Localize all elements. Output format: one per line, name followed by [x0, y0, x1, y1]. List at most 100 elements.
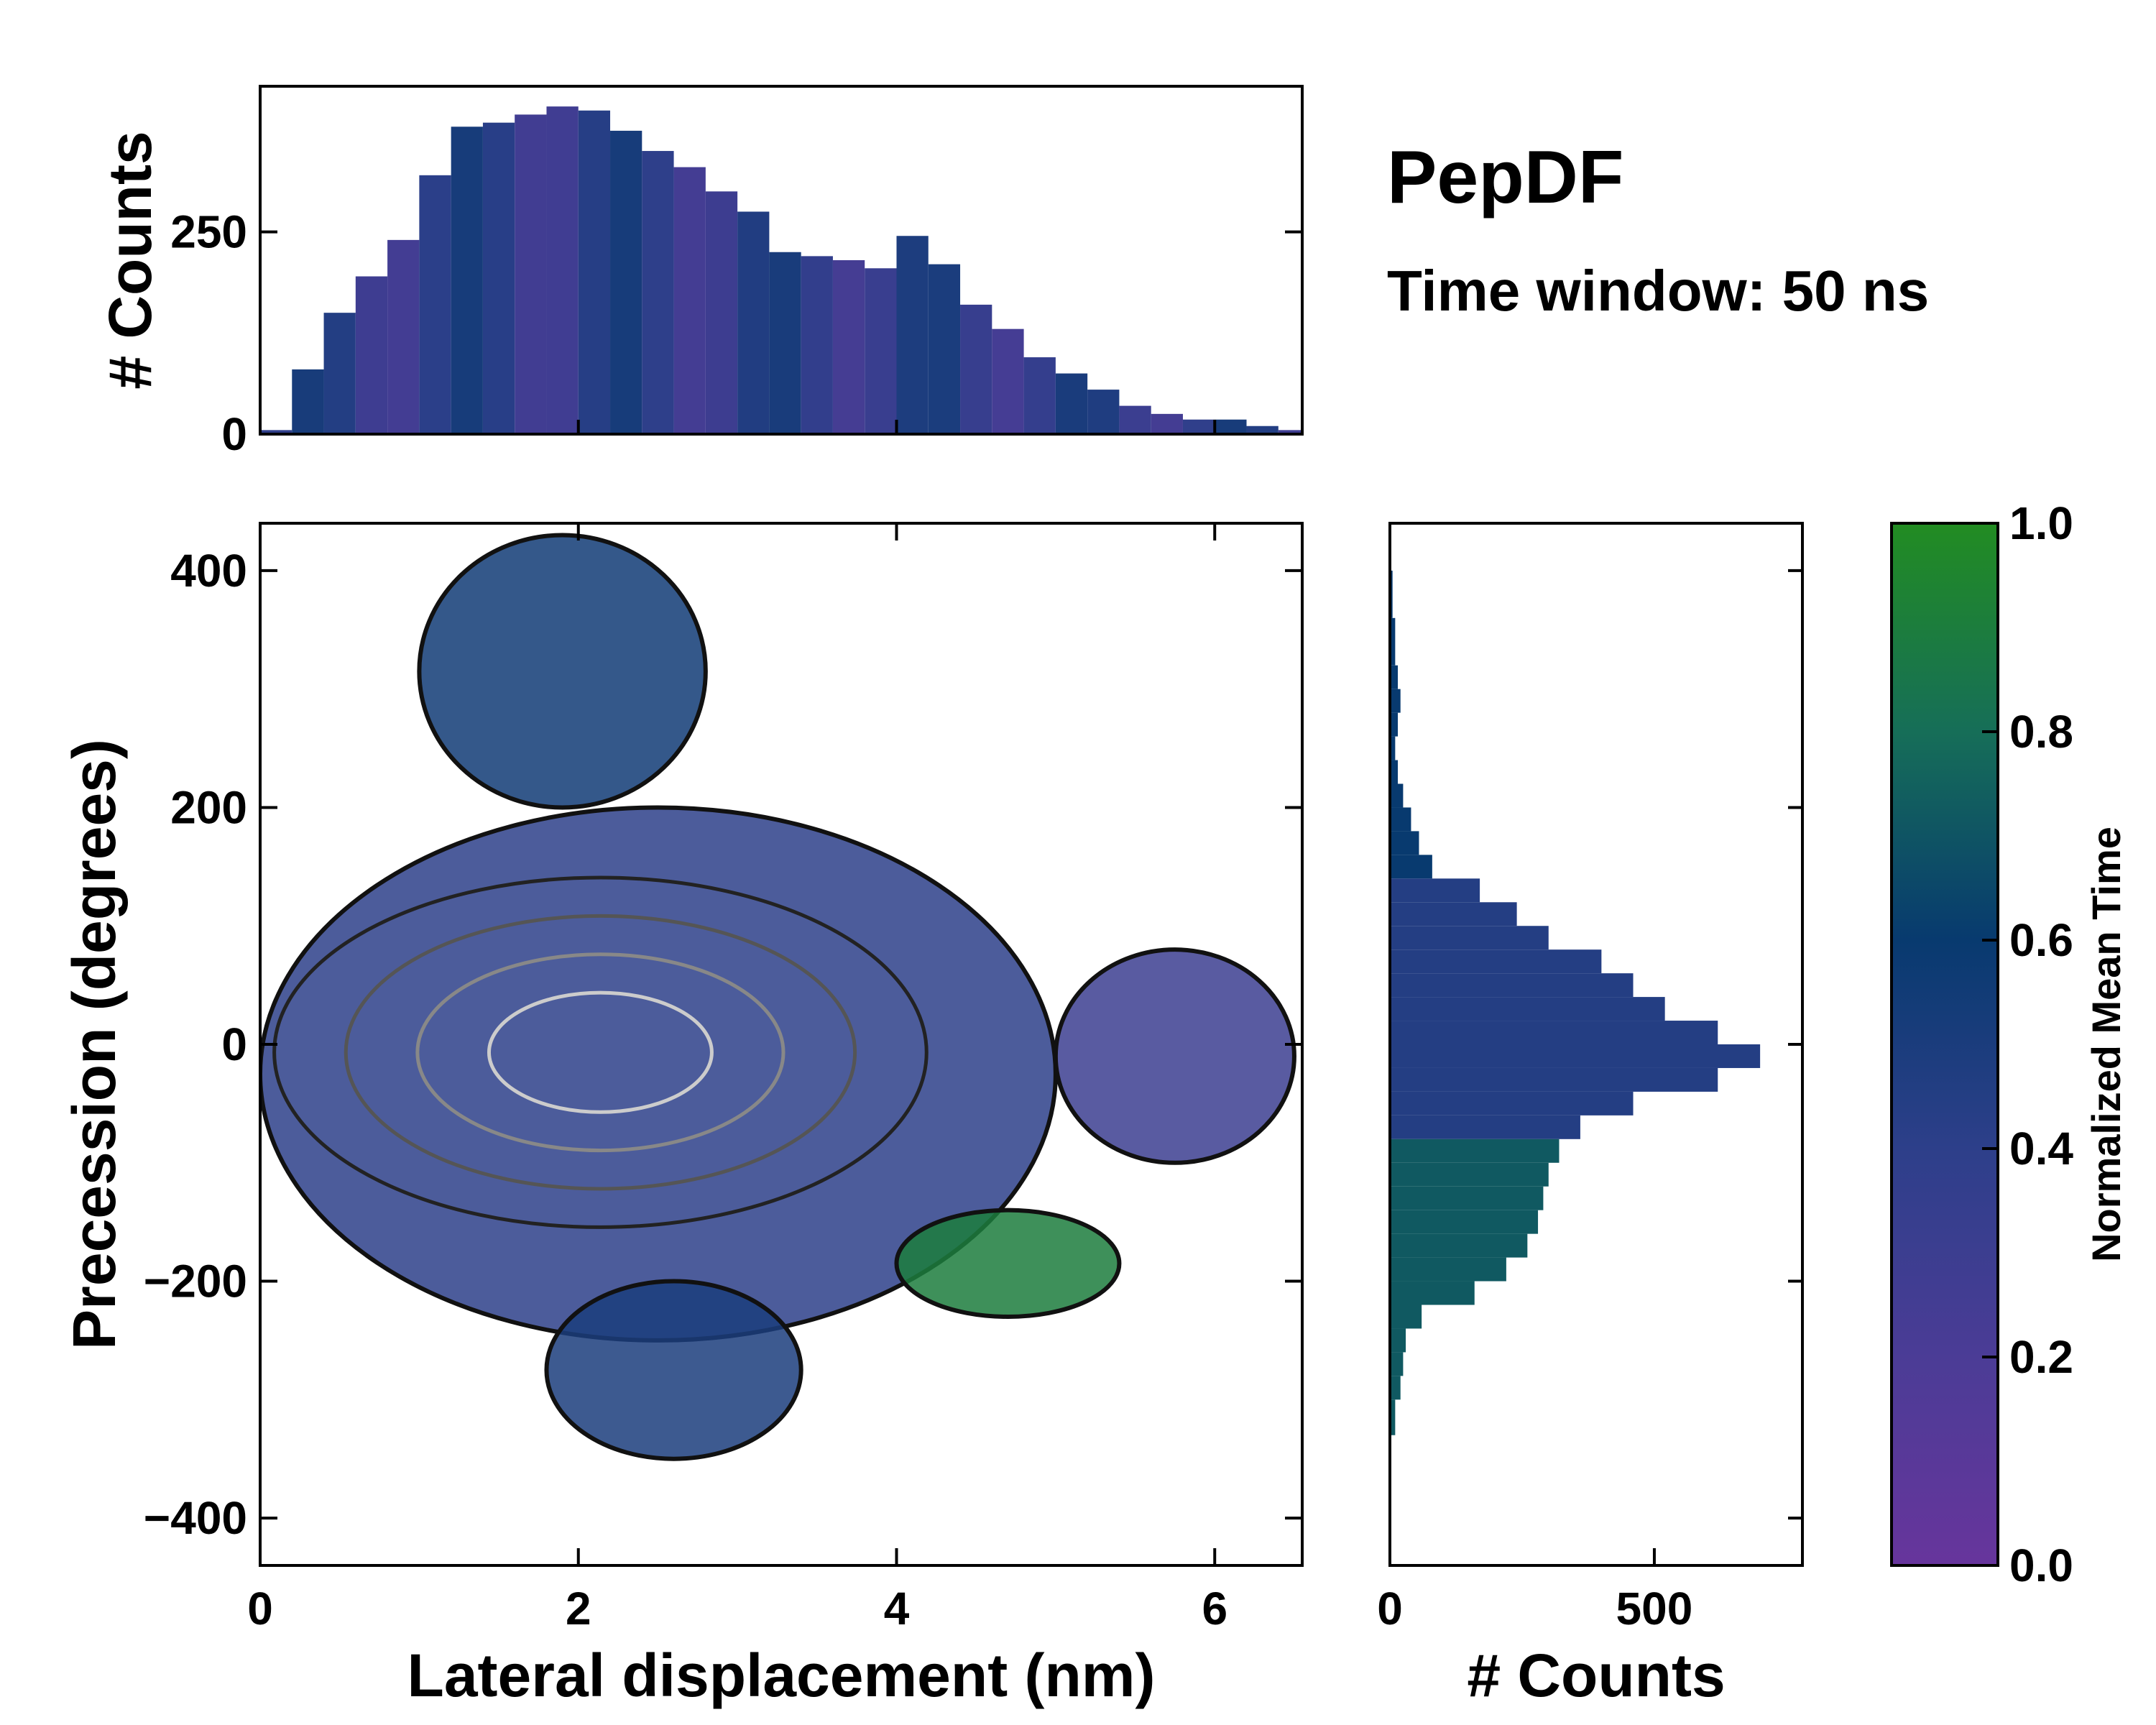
main-xtick-label: 6 — [1202, 1583, 1227, 1634]
top-histogram-bar — [610, 130, 642, 434]
top-histogram-bar — [801, 256, 833, 434]
right-histogram-bar — [1390, 665, 1399, 689]
top-histogram-bar — [673, 167, 706, 434]
right-histogram-bar — [1390, 1376, 1401, 1400]
top-ytick-label: 0 — [221, 408, 247, 460]
top-histogram-bar — [992, 328, 1024, 434]
top-histogram-panel: 0 250 # Counts — [96, 85, 1304, 460]
top-histogram-bar — [928, 264, 961, 434]
top-histogram-bars — [260, 106, 1302, 435]
heatmap-region-lower-right-green — [894, 1208, 1122, 1319]
top-histogram-bar — [1023, 357, 1056, 434]
heatmap-region-lower-lobe — [544, 1279, 803, 1461]
colorbar-tick-label: 0.8 — [2009, 706, 2073, 758]
main-ytick-label: 0 — [221, 1018, 247, 1070]
right-histogram-bar — [1390, 1210, 1539, 1234]
main-panel: 0 2 4 6 400 200 0 −200 −400 Lateral displacement… — [60, 522, 1304, 1709]
colorbar-tick-label: 0.4 — [2009, 1123, 2073, 1174]
heatmap-region-upper-lobe — [417, 533, 708, 810]
right-histogram-bars — [1390, 570, 1761, 1435]
top-histogram-ylabel: # Counts — [96, 131, 164, 389]
right-histogram-bar — [1390, 617, 1396, 666]
top-histogram-bar — [1087, 390, 1120, 434]
contour-line — [487, 990, 714, 1114]
top-histogram-bar — [355, 276, 388, 434]
colorbar-frame — [1890, 522, 1999, 1567]
right-histogram-bar — [1390, 949, 1602, 974]
right-histogram-bar — [1390, 1091, 1634, 1116]
main-ytick-label: 400 — [170, 545, 247, 597]
top-histogram-bar — [769, 252, 801, 434]
top-histogram-bar — [419, 175, 451, 434]
colorbar-panel: 0.0 0.2 0.4 0.6 0.8 1.0 Normalized Mean Time — [1890, 497, 2129, 1591]
main-xlabel: Lateral displacement (nm) — [407, 1642, 1156, 1709]
top-histogram-bar — [1151, 413, 1183, 434]
right-histogram-bar — [1390, 973, 1634, 998]
top-histogram-bar — [960, 304, 992, 434]
top-histogram-bar — [642, 151, 674, 434]
right-histogram-xlabel: # Counts — [1467, 1642, 1725, 1709]
figure-title: PepDF — [1387, 136, 1623, 219]
colorbar-tick-label: 1.0 — [2009, 497, 2073, 549]
top-histogram-bar — [292, 369, 324, 434]
right-histogram-panel: 0 500 # Counts — [1377, 522, 1804, 1709]
right-histogram-bar — [1390, 902, 1517, 926]
right-histogram-bar — [1390, 689, 1401, 713]
right-histogram-bar — [1390, 1044, 1761, 1068]
right-histogram-bar — [1390, 1162, 1549, 1187]
top-histogram-bar — [260, 430, 292, 434]
top-histogram-frame — [259, 85, 1304, 436]
right-histogram-bar — [1390, 1138, 1560, 1163]
right-histogram-bar — [1390, 1399, 1396, 1435]
right-xtick-label: 500 — [1616, 1583, 1693, 1634]
top-histogram-bar — [1278, 430, 1302, 434]
top-histogram-bar — [482, 122, 515, 434]
top-histogram-bar — [578, 110, 611, 434]
main-xtick-label: 2 — [566, 1583, 591, 1634]
colorbar-tick-label: 0.2 — [2009, 1331, 2073, 1383]
right-histogram-bar — [1390, 878, 1480, 903]
top-histogram-bar — [737, 211, 770, 434]
contour-line — [415, 952, 786, 1153]
main-xtick-label: 4 — [884, 1583, 910, 1634]
main-ylabel: Precession (degrees) — [60, 739, 128, 1350]
top-histogram-bar — [451, 126, 483, 435]
top-ytick-label: 250 — [170, 206, 247, 258]
right-histogram-bar — [1390, 807, 1411, 832]
top-histogram-bar — [1246, 426, 1279, 434]
main-ticks: 0 2 4 6 400 200 0 −200 −400 — [144, 523, 1302, 1634]
main-ytick-label: 200 — [170, 781, 247, 833]
top-histogram-bar — [1215, 419, 1247, 434]
top-histogram-bar — [896, 236, 929, 434]
right-histogram-bar — [1390, 1067, 1718, 1092]
top-histogram-bar — [865, 268, 897, 434]
right-histogram-bar — [1390, 1328, 1406, 1353]
contour-line — [344, 914, 857, 1191]
top-histogram-bar — [832, 260, 865, 434]
right-histogram-bar — [1390, 1305, 1422, 1329]
top-histogram-bar — [1182, 419, 1215, 434]
colorbar-tick-label: 0.6 — [2009, 914, 2073, 966]
top-histogram-bar — [546, 106, 579, 435]
right-histogram-bar — [1390, 1281, 1475, 1305]
top-histogram-bar — [1119, 405, 1151, 434]
right-histogram-bar — [1390, 1021, 1718, 1044]
right-histogram-bar — [1390, 783, 1404, 808]
top-histogram-bar — [323, 313, 356, 434]
colorbar-gradient — [1892, 523, 1998, 1565]
right-histogram-bar — [1390, 855, 1432, 879]
right-xtick-label: 0 — [1377, 1583, 1403, 1634]
right-histogram-bar — [1390, 1257, 1506, 1282]
right-histogram-bar — [1390, 1115, 1580, 1139]
right-histogram-bar — [1390, 997, 1665, 1021]
right-histogram-bar — [1390, 1186, 1544, 1210]
colorbar-label: Normalized Mean Time — [2083, 827, 2129, 1262]
top-histogram-bar — [387, 239, 420, 434]
main-ytick-label: −400 — [144, 1492, 247, 1544]
right-histogram-bar — [1390, 831, 1419, 855]
top-histogram-bar — [1055, 373, 1088, 434]
top-histogram-bar — [705, 191, 738, 434]
right-histogram-bar — [1390, 1233, 1528, 1258]
heatmap-region-right-tail — [1053, 947, 1296, 1165]
